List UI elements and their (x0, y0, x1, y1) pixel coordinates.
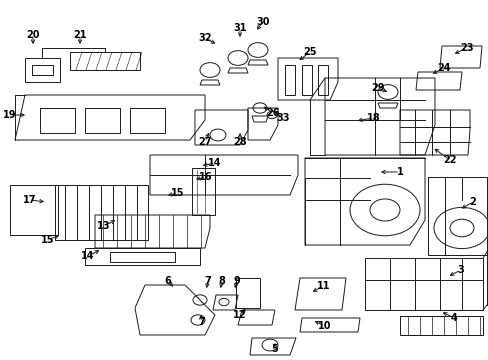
Text: 21: 21 (73, 30, 86, 40)
Text: 19: 19 (3, 110, 17, 120)
Text: 23: 23 (459, 43, 473, 53)
Text: 27: 27 (198, 137, 211, 147)
Text: 17: 17 (23, 195, 37, 205)
Text: 15: 15 (171, 188, 184, 198)
Text: 24: 24 (436, 63, 450, 73)
Text: 22: 22 (442, 155, 456, 165)
Text: 33: 33 (276, 113, 289, 123)
Text: 18: 18 (366, 113, 380, 123)
Text: 10: 10 (318, 321, 331, 331)
Text: 5: 5 (271, 344, 278, 354)
Text: 29: 29 (370, 83, 384, 93)
Text: 11: 11 (317, 281, 330, 291)
Text: 26: 26 (265, 108, 279, 118)
Text: 32: 32 (198, 33, 211, 43)
Text: 15: 15 (41, 235, 55, 245)
Text: 2: 2 (468, 197, 475, 207)
Text: 7: 7 (204, 276, 211, 286)
Text: 20: 20 (26, 30, 40, 40)
Text: 30: 30 (256, 17, 269, 27)
Text: 14: 14 (208, 158, 221, 168)
Text: 6: 6 (164, 276, 171, 286)
Text: 14: 14 (81, 251, 95, 261)
Text: 28: 28 (233, 137, 246, 147)
Text: 1: 1 (396, 167, 403, 177)
Text: 25: 25 (303, 47, 316, 57)
Text: 8: 8 (218, 276, 225, 286)
Text: 13: 13 (97, 221, 110, 231)
Text: 9: 9 (233, 276, 240, 286)
Text: 7: 7 (198, 317, 205, 327)
Text: 12: 12 (233, 310, 246, 320)
Text: 16: 16 (199, 172, 212, 182)
Text: 31: 31 (233, 23, 246, 33)
Text: 4: 4 (450, 313, 456, 323)
Text: 3: 3 (457, 265, 464, 275)
